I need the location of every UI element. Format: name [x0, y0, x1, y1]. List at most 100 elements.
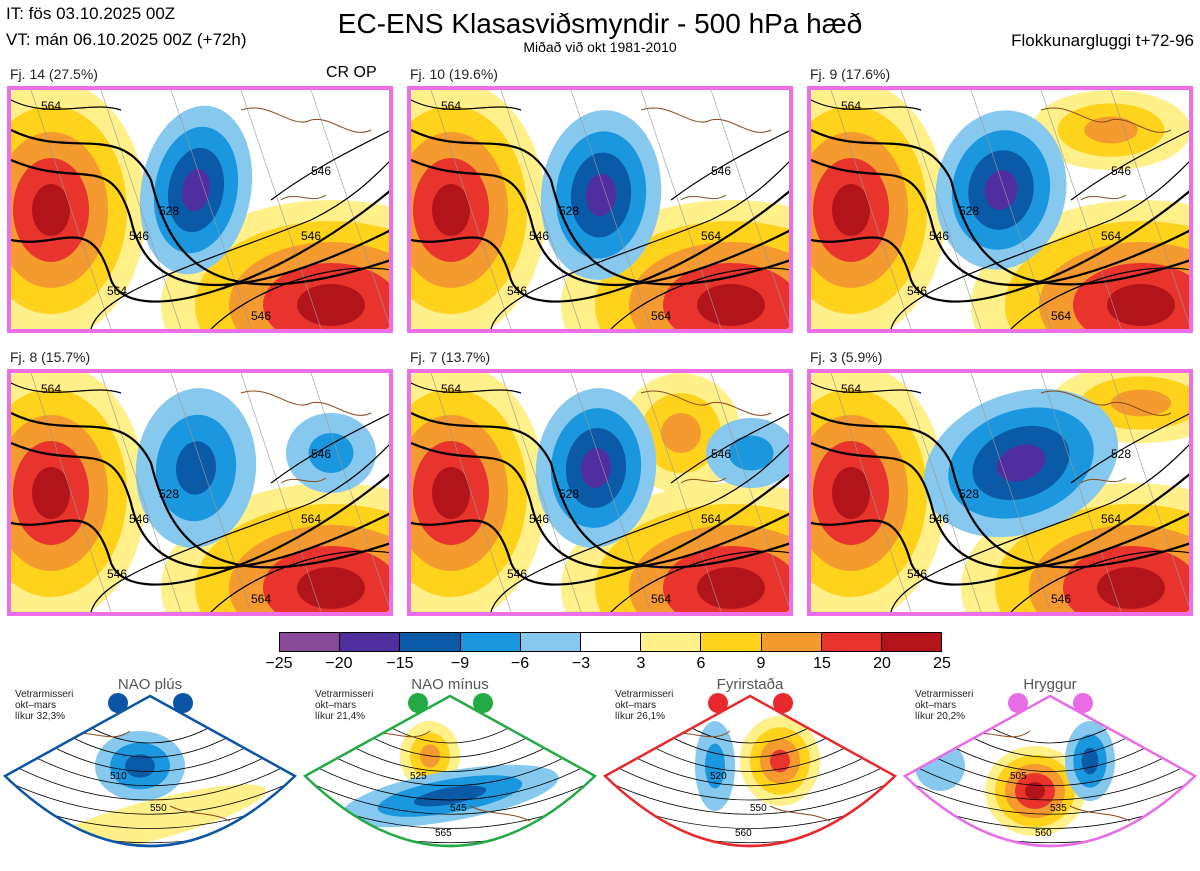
- warm-anomaly: [411, 373, 546, 612]
- regime-contour-label: 535: [1050, 803, 1067, 814]
- regime-field: [5, 696, 295, 846]
- page-subtitle: Miðað við okt 1981-2010: [523, 39, 677, 55]
- contour-label: 546: [129, 229, 149, 243]
- regime-info: Vetrarmisseri okt–mars líkur 20,2%: [915, 689, 973, 722]
- regime-contour: [905, 738, 1195, 787]
- regime-contour: [605, 747, 895, 801]
- cluster-map-5: 528 546 546 564 564 546 564: [407, 369, 793, 616]
- regime-contour-label: 520: [710, 771, 727, 782]
- meridian-line: [570, 90, 652, 329]
- height-contour: [1070, 413, 1189, 484]
- contour-label: 546: [107, 567, 127, 581]
- colorbar-swatch: [340, 633, 401, 651]
- map-svg: 528 546 564 546 564 546 546: [11, 90, 389, 329]
- meridian-line: [240, 90, 322, 329]
- page-title: EC-ENS Klasasviðsmyndir - 500 hPa hæð: [337, 8, 863, 39]
- height-contour: [811, 190, 1189, 303]
- panel-1-label: Fj. 14 (27.5%): [10, 66, 98, 82]
- regime-months: okt–mars: [615, 700, 657, 711]
- regime-contour-label: 510: [110, 771, 127, 782]
- warm-anomaly-band: [1097, 567, 1165, 609]
- regime-contour: [5, 738, 295, 787]
- height-contour: [270, 130, 389, 201]
- coastline: [680, 477, 727, 484]
- classification-window: Flokkunargluggi t+72-96: [1011, 31, 1194, 50]
- height-contour: [11, 158, 389, 286]
- warm-anomaly-band: [697, 567, 765, 609]
- height-contour: [1010, 267, 1189, 329]
- height-contour: [811, 99, 922, 111]
- regime-svg: 525 545 565: [302, 693, 598, 848]
- colorbar-swatch: [701, 633, 762, 651]
- panel-5-label: Fj. 7 (13.7%): [410, 349, 491, 365]
- regime-contour-label: 550: [150, 803, 167, 814]
- regime-probability: líkur 32,3%: [15, 711, 66, 722]
- warm-anomaly-band: [1107, 284, 1175, 326]
- regime-contour: [905, 774, 1195, 844]
- anomaly-colorbar: [279, 632, 942, 652]
- colorbar-swatch: [821, 633, 882, 651]
- regime-info: Vetrarmisseri okt–mars líkur 21,4%: [315, 689, 373, 722]
- contour-label: 546: [929, 512, 949, 526]
- coastline: [640, 390, 772, 416]
- height-contour: [610, 267, 789, 329]
- warm-anomaly-band: [297, 284, 365, 326]
- regime-contour: [905, 747, 1195, 801]
- regime-border: [2, 694, 298, 848]
- cold-anomaly: [924, 388, 1118, 538]
- colorbar-swatch: [520, 633, 581, 651]
- coastline: [640, 107, 772, 133]
- meridian-line: [310, 90, 389, 324]
- regime-marker: [708, 693, 728, 713]
- height-contour: [411, 412, 789, 569]
- cold-anomaly: [706, 418, 789, 488]
- regime-probability: líkur 20,2%: [915, 711, 966, 722]
- colorbar-tick: −20: [325, 655, 353, 672]
- contour-label: 528: [159, 204, 179, 218]
- coastline: [240, 390, 372, 416]
- cold-anomaly-band: [728, 435, 774, 471]
- height-contour: [890, 161, 1189, 329]
- colorbar-tick: 20: [873, 655, 891, 672]
- contour-label: 546: [507, 284, 527, 298]
- colorbar-tick: 9: [756, 655, 766, 672]
- regime-contour-label: 560: [735, 828, 752, 839]
- regime-marker: [1008, 693, 1028, 713]
- meridian-line: [640, 373, 722, 612]
- valid-time: VT: mán 06.10.2025 00Z (+72h): [6, 30, 247, 49]
- colorbar-swatch: [881, 633, 942, 651]
- regime-months: okt–mars: [915, 700, 957, 711]
- warm-anomaly-band: [1111, 389, 1171, 417]
- contour-label: 546: [251, 309, 271, 323]
- regime-months: okt–mars: [315, 700, 357, 711]
- regime-marker: [1073, 693, 1093, 713]
- panel-6-label: Fj. 3 (5.9%): [810, 349, 883, 365]
- height-contour: [11, 190, 389, 303]
- cluster-map-1: 528 546 564 546 564 546 546: [7, 86, 393, 333]
- contour-label: 546: [129, 512, 149, 526]
- meridian-line: [970, 90, 1052, 329]
- regime-season: Vetrarmisseri: [615, 689, 674, 700]
- contour-label: 564: [1101, 229, 1121, 243]
- map-svg: 528 546 546 564 564 546 564: [811, 90, 1189, 329]
- coastline: [1040, 390, 1172, 416]
- meridian-line: [710, 373, 789, 607]
- contour-label: 546: [907, 284, 927, 298]
- regime-contour: [5, 747, 295, 801]
- regime-field: [605, 696, 895, 846]
- regime-anomaly: [341, 764, 559, 828]
- map-svg: 528 546 546 564 564 546 564: [11, 373, 389, 612]
- height-contour: [411, 190, 789, 303]
- colorbar-tick: −9: [450, 655, 470, 672]
- regime-info: Vetrarmisseri okt–mars líkur 26,1%: [615, 689, 673, 722]
- warm-anomaly-band: [32, 467, 70, 519]
- height-contour: [670, 413, 789, 484]
- contour-label: 564: [841, 99, 861, 113]
- contour-label: 546: [311, 447, 331, 461]
- height-contour: [811, 412, 1189, 569]
- contour-label: 546: [311, 164, 331, 178]
- contour-label: 564: [651, 309, 671, 323]
- regime-border: [302, 694, 598, 848]
- regime-marker: [173, 693, 193, 713]
- colorbar-tick: 25: [933, 655, 951, 672]
